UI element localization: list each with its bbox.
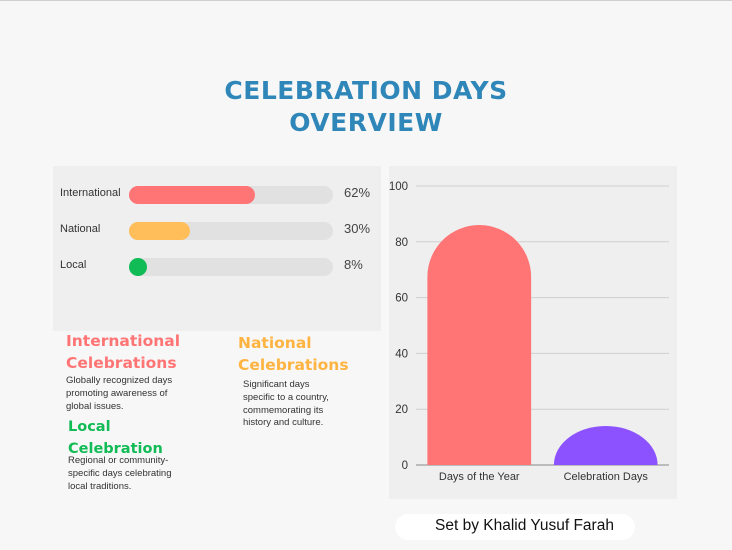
progress-percent: 62% (344, 185, 371, 200)
progress-fill (129, 222, 191, 240)
x-tick-label: Days of the Year (439, 471, 520, 483)
progress-label: Local (60, 259, 87, 271)
description-line: Regional or community- (68, 455, 169, 466)
title-line-1: CELEBRATION DAYS (224, 76, 508, 105)
heading-line: Celebration (68, 441, 163, 457)
progress-track (129, 258, 333, 276)
page-title: CELEBRATION DAYS OVERVIEW (0, 75, 732, 139)
progress-row-national: National 30% (53, 220, 381, 242)
bar-chart: 0 20 40 60 80 100 Days of the Year Celebration … (389, 181, 669, 483)
national-description: Significant days specific to a country, … (243, 379, 329, 430)
local-heading: Local Celebration (68, 416, 163, 460)
y-tick-label: 100 (389, 181, 408, 193)
y-tick-label: 20 (395, 404, 408, 416)
y-tick-label: 0 (402, 460, 408, 472)
description-line: promoting awareness of (66, 387, 168, 399)
progress-row-local: Local 8% (53, 256, 381, 278)
progress-fill (129, 258, 147, 276)
heading-line: International (66, 332, 181, 350)
description-line: Significant days (243, 379, 310, 390)
progress-label: National (60, 223, 101, 235)
progress-panel: International 62% National 30% Local 8% (53, 166, 381, 331)
description-line: Globally recognized days (66, 375, 173, 386)
heading-line: National (238, 334, 312, 352)
x-tick-label: Celebration Days (564, 471, 649, 483)
progress-label: International (60, 187, 121, 199)
international-heading: International Celebrations (66, 330, 180, 374)
bar (553, 425, 658, 465)
progress-percent: 30% (344, 221, 371, 236)
progress-track (129, 186, 333, 204)
international-description: Globally recognized days promoting aware… (66, 375, 172, 413)
credit-text: Set by Khalid Yusuf Farah (435, 517, 614, 534)
credit-badge: Set by Khalid Yusuf Farah (395, 514, 635, 540)
y-tick-label: 60 (395, 293, 408, 305)
national-heading: National Celebrations (238, 332, 349, 376)
description-line: commemorating its (243, 404, 324, 416)
description-line: specific to a country, (243, 391, 329, 403)
heading-line: Local (68, 419, 111, 435)
heading-line: Celebrations (66, 354, 177, 372)
y-tick-label: 80 (395, 237, 408, 249)
description-line: specific days celebrating (68, 467, 172, 479)
y-tick-label: 40 (395, 348, 408, 360)
title-line-2: OVERVIEW (289, 108, 443, 137)
local-description: Regional or community- specific days cel… (68, 455, 172, 493)
description-line: history and culture. (243, 417, 324, 429)
heading-line: Celebrations (238, 356, 349, 374)
bar (427, 225, 532, 465)
description-line: local traditions. (68, 480, 132, 492)
progress-track (129, 222, 333, 240)
progress-percent: 8% (344, 257, 363, 272)
progress-fill (129, 186, 256, 204)
bar-chart-panel: 0 20 40 60 80 100 Days of the Year Celebration … (389, 166, 677, 499)
description-line: global issues. (66, 400, 124, 412)
progress-row-international: International 62% (53, 184, 381, 206)
